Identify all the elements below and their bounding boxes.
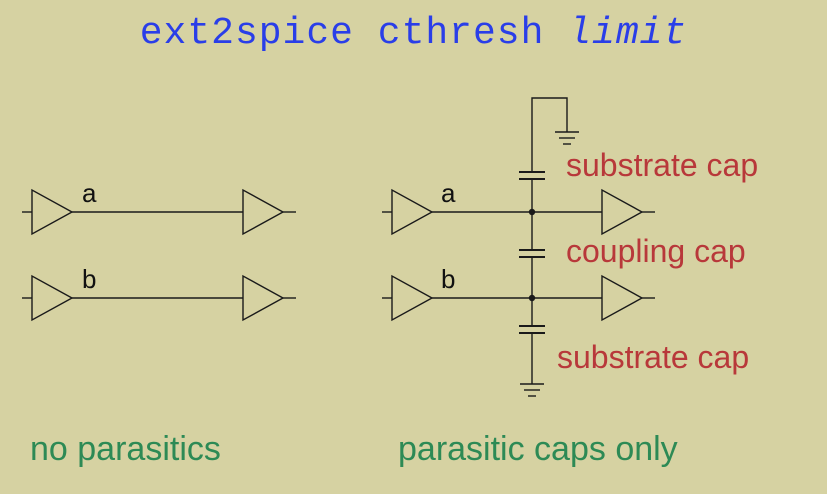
left-net-b: b: [22, 264, 296, 322]
left-driver-b: [31, 274, 74, 322]
right-driver-b: [391, 274, 434, 322]
left-net-a: a: [22, 178, 296, 236]
top-substrate-cap-label: substrate cap: [566, 147, 758, 183]
right-caption: parasitic caps only: [398, 430, 678, 468]
title-argument: limit: [568, 12, 688, 55]
left-net-b-label: b: [82, 264, 96, 294]
coupling-cap-label: coupling cap: [566, 233, 746, 269]
left-receiver-b: [242, 274, 285, 322]
left-receiver-a: [242, 188, 285, 236]
left-net-a-label: a: [82, 178, 97, 208]
right-driver-a: [391, 188, 434, 236]
right-receiver-b: [601, 274, 644, 322]
slide-title: ext2spice cthresh limit: [0, 12, 827, 55]
right-receiver-a: [601, 188, 644, 236]
top-substrate-capacitor: [519, 97, 579, 212]
right-net-a-label: a: [441, 178, 456, 208]
bottom-substrate-cap-label: substrate cap: [557, 339, 749, 375]
coupling-capacitor: [519, 212, 545, 298]
bottom-substrate-capacitor: [519, 298, 545, 397]
right-net-a: a: [382, 178, 655, 236]
right-circuit: a b: [382, 97, 758, 397]
left-circuit: a b: [22, 178, 296, 322]
left-driver-a: [31, 188, 74, 236]
left-caption: no parasitics: [30, 430, 221, 468]
title-command: ext2spice cthresh: [139, 12, 545, 55]
ground-symbol-top: [555, 131, 579, 145]
right-net-b-label: b: [441, 264, 455, 294]
right-net-b: b: [382, 264, 655, 322]
ground-symbol-bottom: [520, 383, 544, 397]
